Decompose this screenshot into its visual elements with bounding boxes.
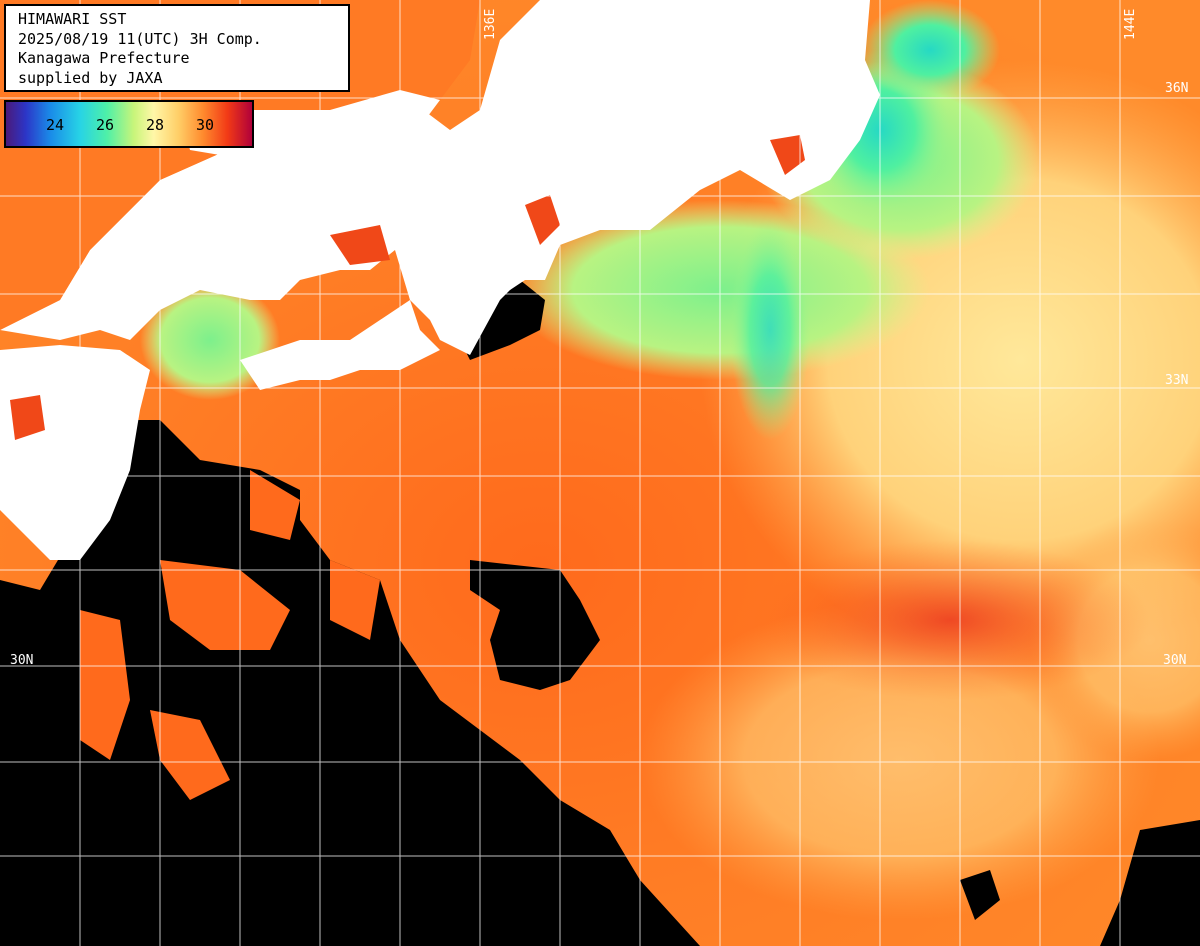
colorbar-tick-28: 28 <box>146 116 165 134</box>
teal-channel <box>730 220 810 440</box>
no-data-southeast <box>1100 820 1200 946</box>
lat-label-33-left: 33 <box>10 373 26 388</box>
red-patch-south <box>750 540 1150 700</box>
honshu <box>0 0 880 355</box>
lat-label-30n-right: 30N <box>1163 653 1187 668</box>
coastal-bays <box>10 135 805 440</box>
data-credit: supplied by JAXA <box>18 68 163 87</box>
lon-label-136e: 136E <box>483 8 498 40</box>
info-box: HIMAWARI SST 2025/08/19 11(UTC) 3H Comp.… <box>4 4 350 92</box>
temperature-colorbar: 24 26 28 30 <box>4 100 254 148</box>
shikoku <box>240 300 440 390</box>
green-inland-sea <box>140 280 280 400</box>
no-data-south-centre <box>960 870 1000 920</box>
warm-patches-in-cloud <box>80 470 380 800</box>
no-data-regions <box>0 280 1200 946</box>
lat-label-36n: 36N <box>1165 81 1189 96</box>
teal-bay <box>860 0 1000 100</box>
no-data-southwest <box>0 420 700 946</box>
lat-label-30n-left: 30N <box>10 653 34 668</box>
land <box>0 0 880 560</box>
lon-label-144e: 144E <box>1123 8 1138 40</box>
no-data-gulf <box>470 560 600 690</box>
colorbar-tick-30: 30 <box>196 116 215 134</box>
colorbar-tick-26: 26 <box>96 116 115 134</box>
colorbar-tick-24: 24 <box>46 116 65 134</box>
region-name: Kanagawa Prefecture <box>18 49 190 67</box>
lat-label-33n-right: 33N <box>1165 373 1189 388</box>
timestamp: 2025/08/19 11(UTC) 3H Comp. <box>18 29 262 48</box>
kii-land <box>470 210 550 290</box>
product-title: HIMAWARI SST <box>18 10 127 28</box>
